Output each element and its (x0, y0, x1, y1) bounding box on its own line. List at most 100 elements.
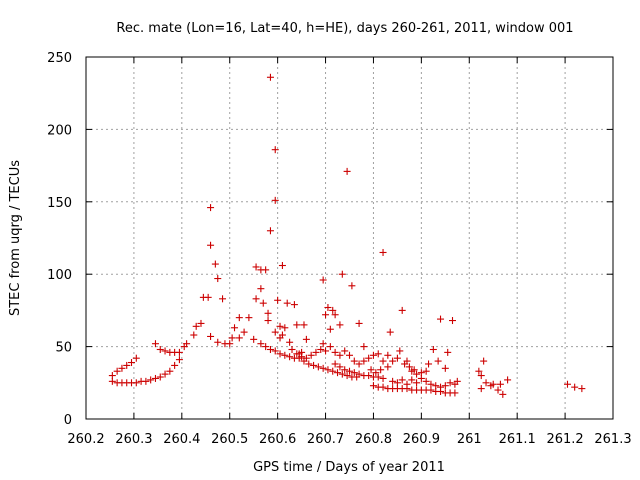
data-point (365, 354, 373, 362)
data-point (161, 347, 169, 355)
data-point (235, 334, 243, 342)
data-point (250, 335, 258, 343)
data-point (434, 357, 442, 365)
data-point (379, 374, 387, 382)
data-point (398, 376, 406, 384)
data-point (403, 357, 411, 365)
x-tick-label: 260.9 (403, 432, 440, 447)
data-point (252, 263, 260, 271)
data-point (274, 296, 282, 304)
data-point (451, 389, 459, 397)
data-point (228, 334, 236, 342)
x-tick-label: 260.3 (115, 432, 152, 447)
data-point (142, 377, 150, 385)
data-point (384, 351, 392, 359)
data-point (336, 351, 344, 359)
data-point (343, 167, 351, 175)
data-point (219, 295, 227, 303)
x-tick-label: 261.2 (546, 432, 583, 447)
data-point (578, 385, 586, 393)
data-point (329, 306, 337, 314)
data-point (293, 321, 301, 329)
data-point (331, 348, 339, 356)
data-point (161, 370, 169, 378)
data-point (331, 311, 339, 319)
y-tick-label: 100 (47, 268, 72, 283)
data-point (298, 353, 306, 361)
y-tick-label: 150 (47, 196, 72, 211)
data-point (432, 382, 440, 390)
x-tick-label: 260.7 (307, 432, 344, 447)
data-point (348, 282, 356, 290)
data-point (571, 383, 579, 391)
data-point (156, 373, 164, 381)
data-point (235, 314, 243, 322)
data-point (319, 276, 327, 284)
data-point (278, 331, 286, 339)
plot-frame (85, 56, 614, 420)
data-point (266, 73, 274, 81)
data-point (393, 379, 401, 387)
data-point (341, 347, 349, 355)
data-point (449, 317, 457, 325)
data-point (259, 299, 267, 307)
data-point (355, 370, 363, 378)
data-point (266, 345, 274, 353)
data-point (231, 324, 239, 332)
data-points (108, 73, 586, 398)
data-point (293, 350, 301, 358)
data-point (384, 363, 392, 371)
data-point (334, 369, 342, 377)
data-point (108, 372, 116, 380)
data-point (226, 340, 234, 348)
data-point (113, 367, 121, 375)
x-tick-label: 260.5 (211, 432, 248, 447)
data-point (413, 370, 421, 378)
data-point (156, 345, 164, 353)
x-tick-label: 261.1 (499, 432, 536, 447)
data-point (214, 338, 222, 346)
data-point (477, 372, 485, 380)
x-tick-label: 261 (457, 432, 482, 447)
data-point (374, 373, 382, 381)
data-point (252, 295, 260, 303)
data-point (132, 354, 140, 362)
data-point (307, 351, 315, 359)
data-point (314, 363, 322, 371)
data-point (310, 361, 318, 369)
data-point (338, 370, 346, 378)
data-point (290, 301, 298, 309)
x-tick-label: 260.6 (259, 432, 296, 447)
data-point (393, 354, 401, 362)
data-point (326, 325, 334, 333)
data-point (408, 376, 416, 384)
data-point (324, 304, 332, 312)
y-tick-label: 250 (47, 51, 72, 66)
data-point (118, 364, 126, 372)
data-point (343, 372, 351, 380)
data-point (413, 379, 421, 387)
data-point (386, 328, 394, 336)
data-point (360, 357, 368, 365)
data-point (204, 293, 212, 301)
data-point (369, 382, 377, 390)
data-point (336, 321, 344, 329)
data-point (422, 367, 430, 375)
data-point (425, 360, 433, 368)
data-point (257, 340, 265, 348)
data-point (286, 353, 294, 361)
data-point (305, 360, 313, 368)
data-point (480, 357, 488, 365)
data-point (403, 380, 411, 388)
data-point (446, 379, 454, 387)
data-point (262, 343, 270, 351)
data-point (324, 366, 332, 374)
data-point (207, 241, 215, 249)
data-point (240, 328, 248, 336)
data-point (372, 369, 380, 377)
data-point (264, 317, 272, 325)
data-point (422, 377, 430, 385)
data-point (427, 380, 435, 388)
data-point (175, 348, 183, 356)
